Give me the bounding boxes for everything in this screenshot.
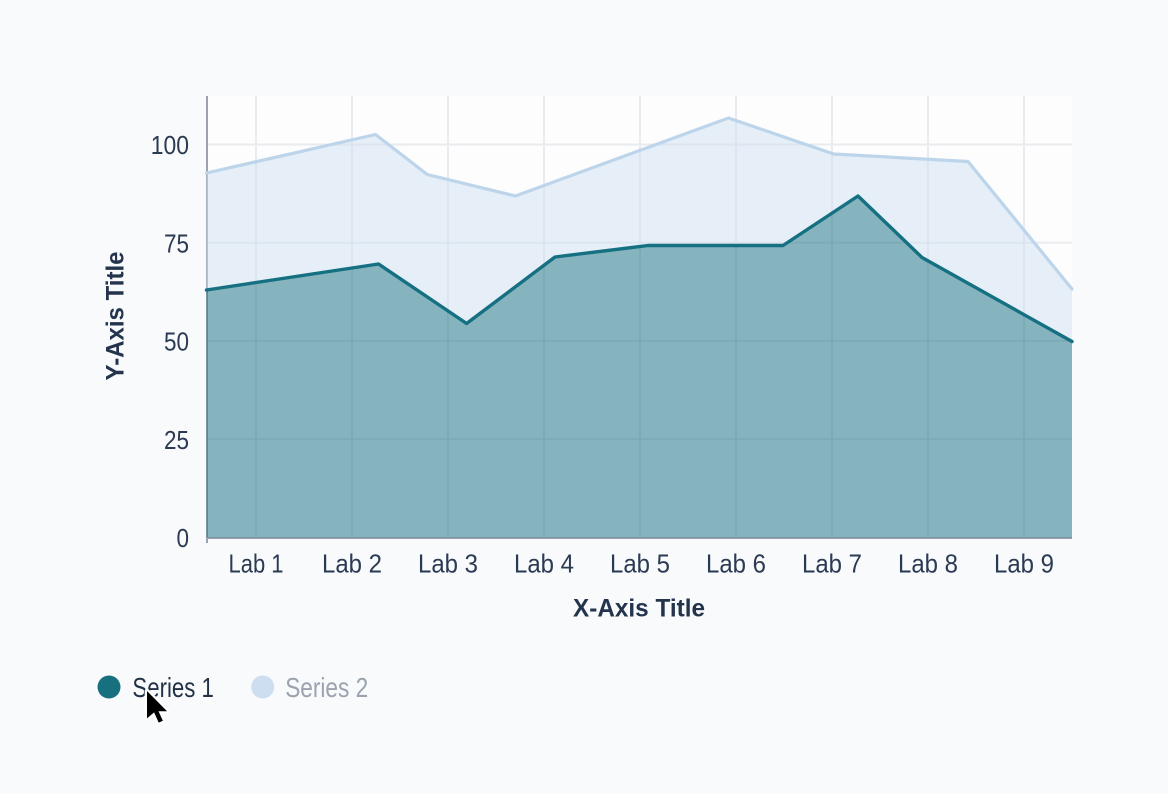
svg-text:X-Axis Title: X-Axis Title bbox=[573, 595, 705, 623]
svg-text:Lab 1: Lab 1 bbox=[229, 548, 284, 578]
svg-text:100: 100 bbox=[151, 130, 189, 160]
svg-text:Y-Axis Title: Y-Axis Title bbox=[102, 251, 130, 380]
svg-text:25: 25 bbox=[164, 425, 189, 455]
svg-text:50: 50 bbox=[164, 327, 189, 357]
svg-text:Lab 9: Lab 9 bbox=[994, 548, 1054, 578]
svg-text:75: 75 bbox=[164, 228, 189, 258]
svg-text:Series 2: Series 2 bbox=[285, 672, 368, 703]
svg-text:Lab 4: Lab 4 bbox=[514, 548, 574, 578]
svg-text:Lab 6: Lab 6 bbox=[706, 548, 766, 578]
svg-text:Lab 3: Lab 3 bbox=[418, 548, 478, 578]
svg-text:Lab 7: Lab 7 bbox=[802, 548, 862, 578]
svg-text:Lab 2: Lab 2 bbox=[322, 548, 382, 578]
svg-text:Lab 8: Lab 8 bbox=[898, 548, 958, 578]
svg-text:0: 0 bbox=[177, 523, 190, 553]
svg-text:Lab 5: Lab 5 bbox=[610, 548, 670, 578]
svg-text:Series 1: Series 1 bbox=[132, 672, 214, 703]
